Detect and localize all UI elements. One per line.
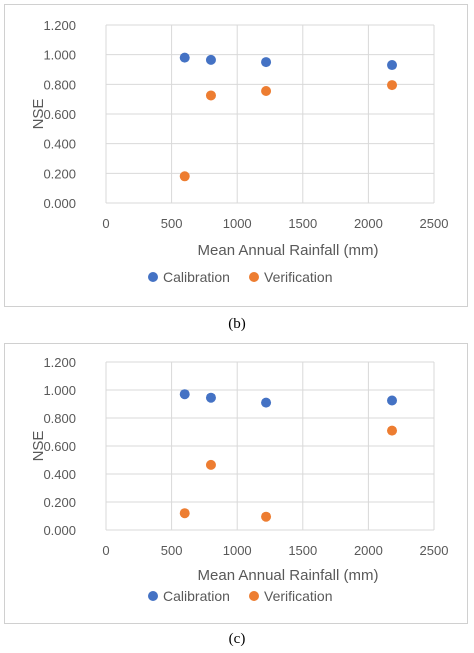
x-tick-label-b-5: 2500 [420, 216, 449, 231]
x-tick-label-b-1: 500 [161, 216, 183, 231]
x-axis-label-c: Mean Annual Rainfall (mm) [198, 567, 379, 584]
x-tick-label-b-3: 1500 [288, 216, 317, 231]
point-c-calibration-0 [179, 389, 190, 400]
legend-label-b-calibration: Calibration [163, 269, 230, 285]
x-tick-label-c-5: 2500 [420, 543, 449, 558]
x-tick-label-b-2: 1000 [223, 216, 252, 231]
caption-c: (c) [228, 631, 246, 647]
chart-panel-c: 0.000 0.200 0.400 0.600 0.800 1.000 1.200 0 500 1… [4, 343, 468, 624]
point-b-verification-2 [261, 86, 272, 97]
legend-marker-b-verification [249, 272, 259, 282]
legend-label-c-calibration: Calibration [163, 588, 230, 604]
y-tick-label-b-3: 0.600 [43, 107, 76, 122]
chart-c: 0.000 0.200 0.400 0.600 0.800 1.000 1.200 0 500 1… [30, 355, 449, 604]
legend-label-c-verification: Verification [264, 588, 332, 604]
point-b-calibration-1 [205, 54, 216, 65]
chart-b: 0.000 0.200 0.400 0.600 0.800 1.000 1.200 0 500 1… [30, 18, 449, 285]
legend-label-b-verification: Verification [264, 269, 332, 285]
point-c-verification-0 [179, 508, 190, 519]
y-tick-label-c-2: 0.400 [43, 467, 76, 482]
legend-marker-c-calibration [148, 591, 158, 601]
point-c-verification-3 [387, 425, 398, 436]
x-tick-label-c-2: 1000 [223, 543, 252, 558]
y-tick-label-b-5: 1.000 [43, 48, 76, 63]
legend-marker-b-calibration [148, 272, 158, 282]
x-tick-label-c-1: 500 [161, 543, 183, 558]
point-c-calibration-1 [205, 392, 216, 403]
legend-marker-c-verification [249, 591, 259, 601]
chart-panel-b: 0.000 0.200 0.400 0.600 0.800 1.000 1.200 0 500 1… [4, 4, 468, 307]
point-c-calibration-3 [387, 395, 398, 406]
x-axis-label-b: Mean Annual Rainfall (mm) [198, 242, 379, 259]
y-tick-label-c-3: 0.600 [43, 439, 76, 454]
x-tick-label-c-4: 2000 [354, 543, 383, 558]
point-b-calibration-0 [179, 52, 190, 63]
y-tick-label-b-1: 0.200 [43, 166, 76, 181]
y-tick-label-c-6: 1.200 [43, 355, 76, 370]
caption-b: (b) [228, 316, 246, 332]
y-tick-label-c-1: 0.200 [43, 495, 76, 510]
y-tick-label-b-2: 0.400 [43, 137, 76, 152]
point-b-verification-0 [179, 171, 190, 182]
point-b-verification-3 [387, 80, 398, 91]
y-axis-label-b: NSE [30, 99, 47, 130]
y-tick-label-c-0: 0.000 [43, 523, 76, 538]
y-tick-label-c-5: 1.000 [43, 383, 76, 398]
y-tick-label-b-0: 0.000 [43, 196, 76, 211]
x-tick-label-b-4: 2000 [354, 216, 383, 231]
x-tick-label-c-3: 1500 [288, 543, 317, 558]
x-tick-label-c-0: 0 [102, 543, 109, 558]
x-tick-label-b-0: 0 [102, 216, 109, 231]
point-c-calibration-2 [261, 397, 272, 408]
y-tick-label-b-6: 1.200 [43, 18, 76, 33]
point-b-calibration-2 [261, 57, 272, 68]
point-c-verification-2 [261, 511, 272, 522]
point-c-verification-1 [205, 459, 216, 470]
y-tick-label-b-4: 0.800 [43, 77, 76, 92]
y-axis-label-c: NSE [30, 431, 47, 462]
y-tick-label-c-4: 0.800 [43, 411, 76, 426]
point-b-verification-1 [205, 90, 216, 101]
point-b-calibration-3 [387, 60, 398, 71]
